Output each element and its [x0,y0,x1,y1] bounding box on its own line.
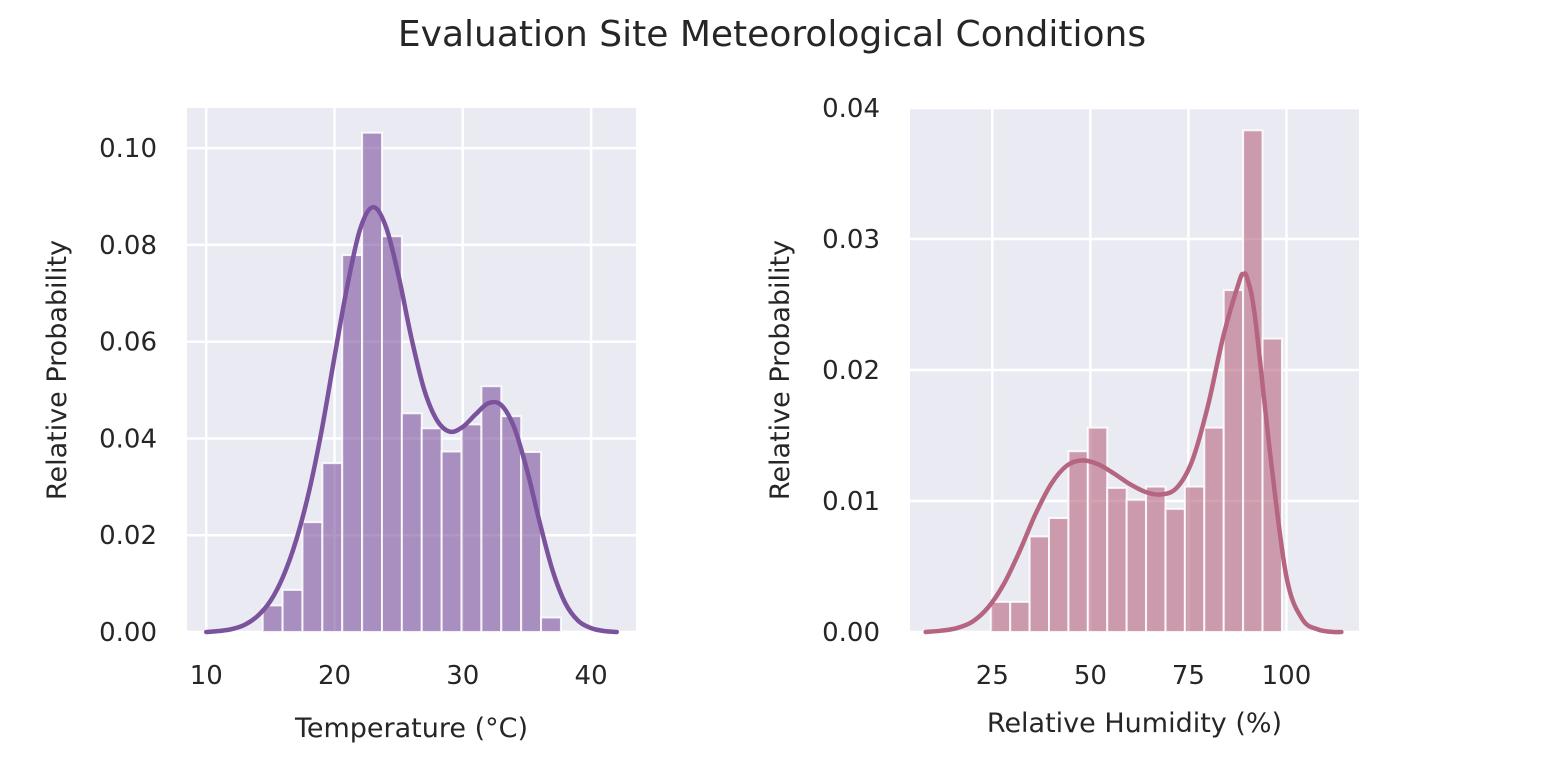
humidity-bar [1009,600,1031,633]
temperature-y-tick-label: 0.10 [99,134,157,164]
humidity-bar [1125,498,1148,633]
temperature-x-ticks: 10 20 30 40 [190,661,608,691]
temperature-y-ticks: 0.00 0.02 0.04 0.06 0.08 0.10 [99,134,157,648]
temperature-y-tick-label: 0.04 [99,424,157,454]
temperature-bars [261,131,562,634]
humidity-bar [1067,450,1089,633]
humidity-y-ticks: 0.00 0.01 0.02 0.03 0.04 [822,94,880,648]
temperature-bar [480,385,503,633]
temperature-y-tick-label: 0.00 [99,618,157,648]
temperature-bar [420,427,443,633]
humidity-bar [1183,485,1206,633]
temperature-bar [321,462,344,633]
humidity-x-axis-label: Relative Humidity (%) [987,708,1282,739]
humidity-bar [1086,426,1109,634]
temperature-bar [440,450,463,634]
temperature-grid [187,108,636,634]
temperature-bar [400,412,423,633]
humidity-bar [989,600,1012,633]
humidity-y-tick-label: 0.03 [822,225,880,255]
temperature-x-tick-label: 10 [190,661,223,691]
humidity-bar [1203,426,1225,634]
temperature-bar [301,521,324,633]
humidity-y-tick-label: 0.04 [822,94,880,124]
humidity-x-ticks: 25 50 75 100 [976,661,1311,691]
figure-title: Evaluation Site Meteorological Condition… [398,14,1146,55]
temperature-panel: 10 20 30 40 0.00 0.02 0.04 0.06 0.08 0.10 Temper… [42,108,636,744]
humidity-panel: 25 50 75 100 0.00 0.01 0.02 0.03 0.04 Relative … [765,94,1359,739]
temperature-bar [540,616,562,633]
temperature-y-tick-label: 0.02 [99,521,157,551]
humidity-bar [1242,129,1264,634]
temperature-kde-line [203,204,620,635]
humidity-bar [1222,289,1245,633]
temperature-bar [520,451,543,633]
humidity-bar [1145,485,1167,633]
humidity-y-tick-label: 0.00 [822,618,880,648]
humidity-bar [1048,517,1070,634]
humidity-y-tick-label: 0.02 [822,356,880,386]
humidity-kde-line [923,271,1344,635]
humidity-bar [1106,486,1128,633]
temperature-x-tick-label: 40 [575,661,608,691]
temperature-bar [460,423,483,633]
temperature-x-tick-label: 30 [446,661,479,691]
humidity-x-tick-label: 50 [1074,661,1107,691]
temperature-y-tick-label: 0.06 [99,328,157,358]
temperature-x-axis-label: Temperature (°C) [294,713,528,744]
temperature-bar [500,415,523,633]
humidity-x-tick-label: 100 [1262,661,1312,691]
temperature-bar [341,254,364,634]
humidity-y-axis-label: Relative Probability [765,240,796,500]
temperature-x-tick-label: 20 [318,661,351,691]
humidity-x-tick-label: 75 [1172,661,1205,691]
humidity-x-tick-label: 25 [976,661,1009,691]
temperature-y-axis-label: Relative Probability [42,240,73,500]
temperature-bar [281,588,304,634]
humidity-bar [1164,507,1186,633]
temperature-bar [380,235,403,633]
humidity-bar [1028,535,1051,633]
humidity-y-tick-label: 0.01 [822,487,880,517]
humidity-bars [989,129,1283,634]
temperature-y-tick-label: 0.08 [99,231,157,261]
